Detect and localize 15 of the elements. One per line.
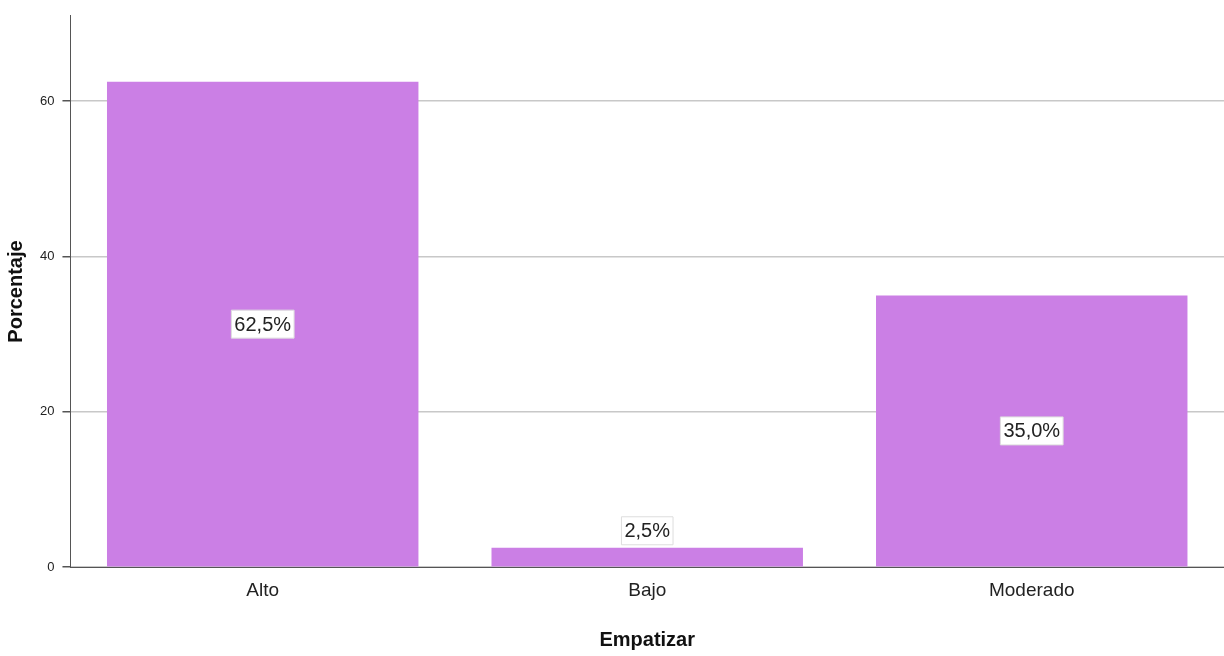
y-axis-title: Porcentaje: [3, 240, 26, 343]
x-tick-label: Moderado: [988, 578, 1075, 600]
y-tick-label: 20: [39, 403, 55, 419]
data-label: 35,0%: [1003, 419, 1061, 442]
bar: [491, 547, 803, 567]
bar: [106, 81, 419, 567]
y-tick-label: 60: [39, 92, 55, 108]
y-tick-label: 40: [39, 248, 55, 264]
x-tick-label: Alto: [246, 578, 280, 600]
x-tick-label: Bajo: [628, 578, 667, 600]
data-label: 2,5%: [624, 519, 671, 542]
y-tick-label: 0: [47, 558, 55, 574]
bar: [876, 295, 1188, 567]
data-label: 62,5%: [234, 312, 292, 335]
x-axis-title: Empatizar: [599, 627, 696, 650]
